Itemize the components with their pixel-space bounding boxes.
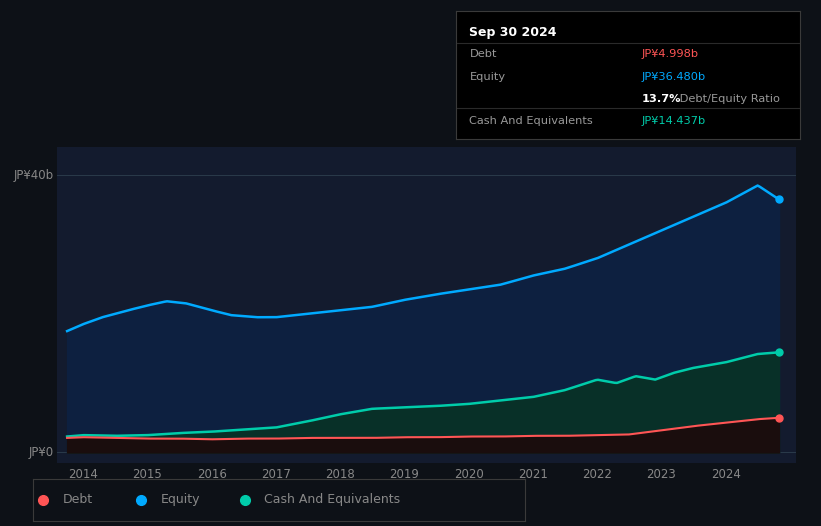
Text: Equity: Equity bbox=[161, 493, 200, 506]
Text: JP¥40b: JP¥40b bbox=[14, 168, 54, 181]
Text: JP¥0: JP¥0 bbox=[29, 446, 54, 459]
Text: Cash And Equivalents: Cash And Equivalents bbox=[264, 493, 401, 506]
Text: Equity: Equity bbox=[470, 73, 506, 83]
Text: Sep 30 2024: Sep 30 2024 bbox=[470, 26, 557, 39]
Text: Cash And Equivalents: Cash And Equivalents bbox=[470, 116, 594, 126]
Text: Debt: Debt bbox=[470, 49, 497, 59]
Text: JP¥4.998b: JP¥4.998b bbox=[642, 49, 699, 59]
Text: 13.7%: 13.7% bbox=[642, 94, 681, 104]
Text: JP¥14.437b: JP¥14.437b bbox=[642, 116, 706, 126]
Text: JP¥36.480b: JP¥36.480b bbox=[642, 73, 706, 83]
Text: Debt/Equity Ratio: Debt/Equity Ratio bbox=[677, 94, 780, 104]
Text: Debt: Debt bbox=[62, 493, 93, 506]
